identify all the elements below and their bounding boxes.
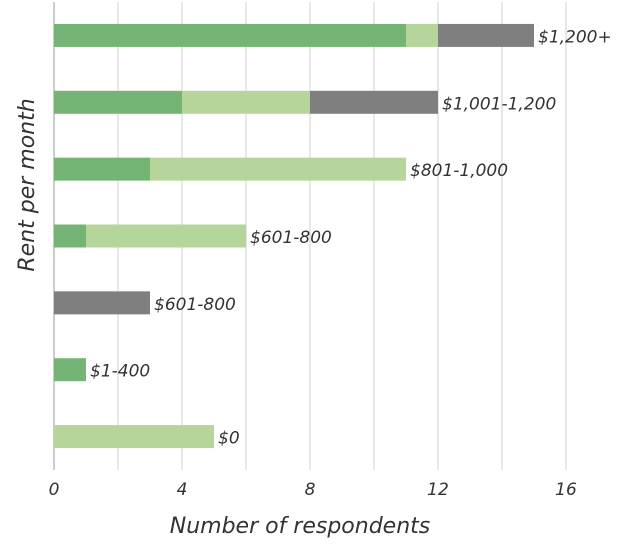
bar-segment — [438, 23, 534, 47]
bar-segment — [54, 358, 86, 382]
bar-label: $601-800 — [154, 295, 236, 315]
bar-segment — [54, 291, 150, 315]
bar-label: $801-1,000 — [410, 161, 508, 181]
y-axis-title: Rent per month — [15, 98, 40, 271]
bar-segment — [182, 90, 310, 114]
bar-segment — [310, 90, 438, 114]
x-tick-label: 8 — [305, 480, 316, 500]
bar-segment — [406, 23, 438, 47]
x-tick-label: 4 — [177, 480, 188, 500]
bar-label: $1,001-1,200 — [442, 94, 556, 114]
bar-segment — [54, 157, 150, 181]
x-tick-label: 16 — [555, 480, 577, 500]
bar-segment — [86, 224, 246, 248]
bar-segment — [54, 425, 214, 449]
x-tick-label: 0 — [49, 480, 60, 500]
x-tick-label: 12 — [427, 480, 449, 500]
bar-segment — [150, 157, 406, 181]
bar-label: $1-400 — [90, 362, 150, 382]
bar-label: $601-800 — [250, 228, 332, 248]
bar-segment — [54, 23, 406, 47]
bar-segment — [54, 224, 86, 248]
x-axis-title: Number of respondents — [170, 514, 431, 539]
bar-label: $1,200+ — [538, 27, 612, 47]
bar-segment — [54, 90, 182, 114]
bar-label: $0 — [218, 429, 240, 449]
